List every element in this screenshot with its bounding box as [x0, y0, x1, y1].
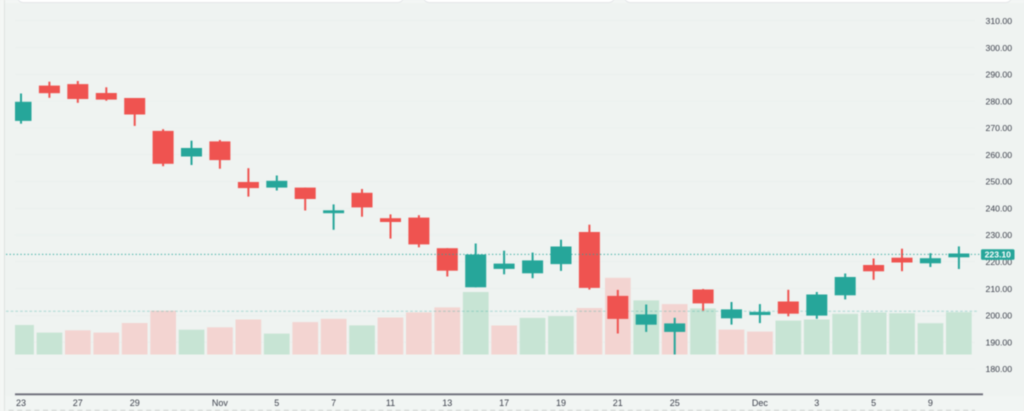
svg-text:240.00: 240.00 — [986, 204, 1013, 214]
svg-text:25: 25 — [670, 398, 680, 408]
svg-text:13: 13 — [442, 398, 452, 408]
svg-text:Nov: Nov — [212, 398, 229, 408]
svg-text:11: 11 — [386, 398, 395, 408]
svg-text:223.10: 223.10 — [985, 250, 1012, 260]
svg-text:250.00: 250.00 — [986, 177, 1013, 187]
svg-text:21: 21 — [613, 398, 623, 408]
svg-text:300.00: 300.00 — [986, 43, 1013, 53]
svg-text:220.00: 220.00 — [986, 257, 1013, 267]
svg-text:290.00: 290.00 — [986, 70, 1013, 80]
svg-text:7: 7 — [331, 398, 336, 408]
svg-text:9: 9 — [928, 398, 933, 408]
svg-text:5: 5 — [274, 398, 279, 408]
svg-text:27: 27 — [73, 398, 83, 408]
svg-text:23: 23 — [16, 398, 26, 408]
svg-text:5: 5 — [871, 398, 876, 408]
svg-text:17: 17 — [499, 398, 509, 408]
svg-text:19: 19 — [556, 398, 566, 408]
svg-text:270.00: 270.00 — [986, 123, 1013, 133]
svg-text:230.00: 230.00 — [986, 230, 1013, 240]
svg-text:310.00: 310.00 — [986, 16, 1013, 26]
svg-text:3: 3 — [814, 398, 819, 408]
svg-text:260.00: 260.00 — [986, 150, 1013, 160]
svg-text:280.00: 280.00 — [986, 96, 1013, 106]
svg-text:180.00: 180.00 — [986, 364, 1013, 374]
svg-text:210.00: 210.00 — [986, 284, 1013, 294]
svg-text:29: 29 — [130, 398, 140, 408]
svg-text:190.00: 190.00 — [986, 337, 1013, 347]
svg-text:Dec: Dec — [752, 398, 769, 408]
svg-text:200.00: 200.00 — [986, 311, 1013, 321]
